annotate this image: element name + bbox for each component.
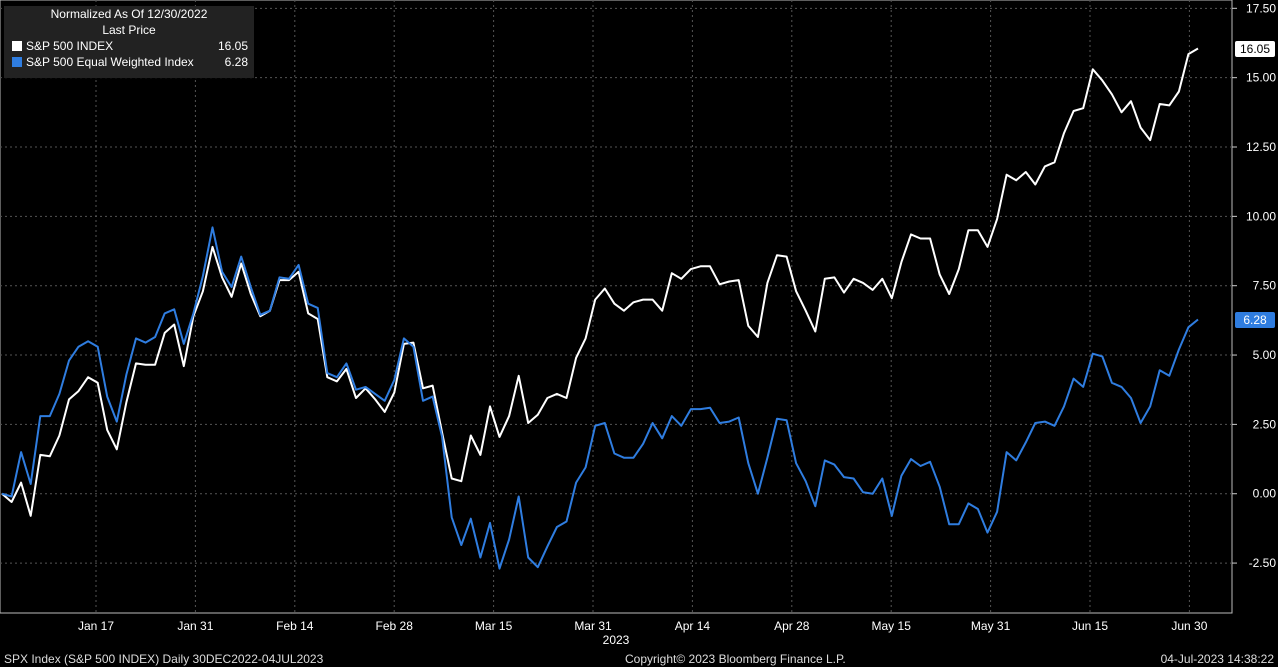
x-tick-label: May 31 xyxy=(971,619,1011,633)
x-tick-label: Jan 17 xyxy=(78,619,114,633)
y-tick-label: 12.50 xyxy=(1246,140,1276,154)
chart-legend: Normalized As Of 12/30/2022 Last Price S… xyxy=(4,6,254,78)
footer-copyright: Copyright© 2023 Bloomberg Finance L.P. xyxy=(625,652,846,666)
y-tick-label: 7.50 xyxy=(1253,279,1277,293)
legend-label-equal-weight: S&P 500 Equal Weighted Index xyxy=(26,55,194,69)
legend-swatch-equal-weight xyxy=(12,57,22,67)
legend-item-sp500: S&P 500 INDEX 16.05 xyxy=(4,38,254,54)
y-tick-label: 17.50 xyxy=(1246,1,1276,15)
last-value-tag-sp500: 16.05 xyxy=(1235,40,1275,57)
y-tick-label: 5.00 xyxy=(1253,348,1277,362)
x-tick-label: Jun 15 xyxy=(1072,619,1108,633)
legend-item-equal-weight: S&P 500 Equal Weighted Index 6.28 xyxy=(4,54,254,70)
x-tick-label: Jan 31 xyxy=(177,619,213,633)
footer-ticker-info: SPX Index (S&P 500 INDEX) Daily 30DEC202… xyxy=(4,652,324,666)
x-tick-label: Mar 15 xyxy=(475,619,513,633)
legend-value-equal-weight: 6.28 xyxy=(224,55,248,69)
x-tick-label: Apr 14 xyxy=(675,619,711,633)
legend-swatch-sp500 xyxy=(12,41,22,51)
x-tick-label: Mar 31 xyxy=(574,619,612,633)
legend-label-sp500: S&P 500 INDEX xyxy=(26,39,114,53)
x-tick-label: Apr 28 xyxy=(774,619,810,633)
y-tick-label: 15.00 xyxy=(1246,71,1276,85)
legend-value-sp500: 16.05 xyxy=(217,39,248,53)
y-tick-label: 0.00 xyxy=(1253,487,1277,501)
series-line-sp500 xyxy=(1,47,1199,517)
y-tick-label: 2.50 xyxy=(1253,417,1277,431)
y-tick-label: -2.50 xyxy=(1249,556,1277,570)
y-tick-label: 10.00 xyxy=(1246,209,1276,223)
x-tick-label: Feb 14 xyxy=(276,619,314,633)
legend-header-normalized: Normalized As Of 12/30/2022 xyxy=(50,7,208,21)
last-value-tag-equal-weight: 6.28 xyxy=(1235,311,1275,328)
x-tick-label: Feb 28 xyxy=(376,619,414,633)
footer-timestamp: 04-Jul-2023 14:38:22 xyxy=(1160,652,1274,666)
x-tick-label: May 15 xyxy=(872,619,912,633)
series-line-equal-weight xyxy=(1,226,1199,570)
plot-area xyxy=(0,0,1233,614)
x-year-label: 2023 xyxy=(603,633,630,647)
x-tick-label: Jun 30 xyxy=(1171,619,1207,633)
legend-header-last-price: Last Price xyxy=(102,23,156,37)
